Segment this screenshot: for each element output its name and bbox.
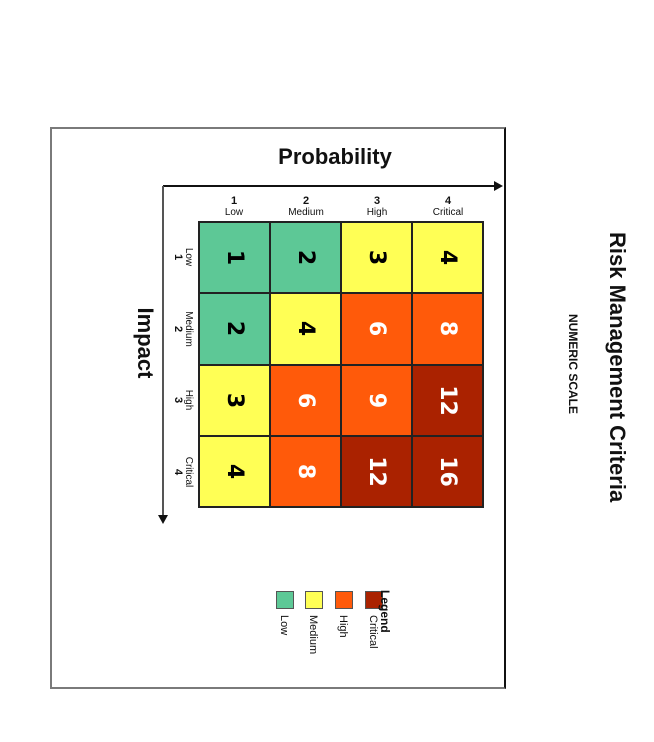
matrix-cell: 4 [270,293,341,365]
chart-title: Risk Management Criteria [605,232,630,503]
matrix-cell: 2 [199,293,270,365]
matrix-cell: 4 [199,435,270,507]
matrix-cell: 12 [412,364,483,436]
matrix-cell: 1 [199,222,270,294]
legend-label-high: High [337,615,349,638]
chart-frame [50,127,506,689]
matrix-cell: 8 [412,293,483,365]
matrix-cell: 8 [270,435,341,507]
legend-title: Legend [378,590,392,633]
matrix-cell: 6 [270,364,341,436]
matrix-cell: 9 [341,364,412,436]
legend-swatch-medium [305,591,323,609]
matrix-cell: 4 [412,222,483,294]
legend-label-low: Low [278,615,290,636]
y-tick-1: Low 1 [171,247,194,267]
y-axis-line [162,186,164,516]
y-axis-arrow-icon [158,515,168,524]
x-axis-line [163,185,495,187]
y-tick-2: Medium 2 [171,311,194,347]
matrix-cell: 12 [341,435,412,507]
risk-matrix: 1 2 3 4 2 4 6 8 3 6 9 12 4 8 12 16 [198,221,484,508]
chart-subtitle: NUMERIC SCALE [566,314,580,415]
x-axis-title: Probability [278,144,392,169]
x-tick-2: 2 Medium [288,195,324,219]
y-tick-4: Critical 4 [171,456,194,488]
matrix-cell: 3 [199,364,270,436]
matrix-cell: 16 [412,435,483,507]
matrix-cell: 3 [341,222,412,294]
legend-swatch-low [276,591,294,609]
y-axis-title: Impact [133,307,158,379]
y-tick-3: High 3 [171,389,194,411]
legend-swatch-critical [365,591,383,609]
x-tick-1: 1 Low [224,195,244,219]
legend-swatch-high [335,591,353,609]
matrix-cell: 6 [341,293,412,365]
matrix-cell: 2 [270,222,341,294]
x-axis-arrow-icon [494,181,503,191]
x-tick-3: 3 High [366,195,388,219]
x-tick-4: 4 Critical [432,195,464,219]
legend-label-medium: Medium [307,615,319,655]
